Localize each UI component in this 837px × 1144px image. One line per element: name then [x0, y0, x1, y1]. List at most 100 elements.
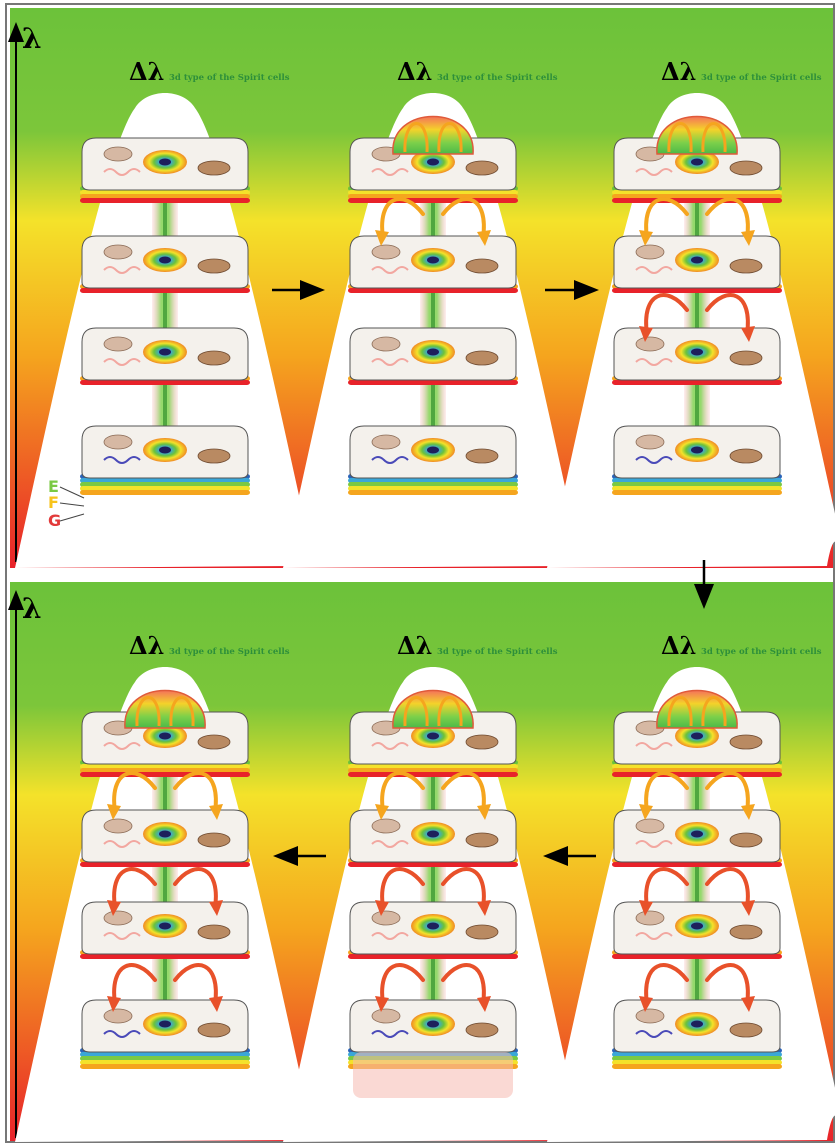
mitochondrion-icon [371, 818, 401, 834]
reticulum-icon [371, 168, 409, 176]
cell-plate [612, 809, 782, 867]
nucleolus-icon [691, 922, 703, 930]
nucleolus-icon [427, 348, 439, 356]
delta-lambda-label: Δλ [661, 57, 696, 86]
nucleolus-icon [691, 446, 703, 454]
spirit-dome [656, 673, 738, 729]
flux-arrow-head [375, 996, 389, 1012]
flux-arrow-head [107, 996, 121, 1012]
flux-arrow [112, 867, 157, 910]
layer-label-F: F [48, 493, 59, 512]
reticulum-icon [635, 456, 673, 464]
reticulum-icon [371, 1030, 409, 1038]
flux-arrow [112, 963, 157, 1006]
mitochondrion-icon [729, 832, 763, 848]
flux-arrow [644, 963, 689, 1006]
plate-layer-stripe [80, 862, 250, 867]
plate-layer-stripe [80, 1060, 250, 1065]
mitochondrion-icon [465, 734, 499, 750]
flux-arrow-head [477, 900, 491, 916]
mitochondrion-icon [729, 350, 763, 366]
reticulum-icon [371, 456, 409, 464]
flux-arrow [644, 771, 689, 814]
reticulum-icon [103, 456, 141, 464]
mitochondrion-icon [465, 160, 499, 176]
plate-layer-stripe [80, 768, 250, 773]
energy-beam-core [163, 164, 167, 260]
energy-beam-core [695, 354, 699, 450]
plate-layer-stripe [612, 1052, 782, 1057]
plate-layer-stripe [348, 288, 518, 293]
panel-caption: 3d type of the Spirit cells [169, 73, 290, 83]
flux-arrow [644, 197, 689, 240]
plate-layer-stripe [612, 490, 782, 495]
nucleolus-icon [427, 922, 439, 930]
layer-label-E: E [48, 477, 59, 496]
mitochondrion-icon [197, 448, 231, 464]
mitochondrion-icon [635, 1008, 665, 1024]
delta-lambda-label: Δλ [129, 631, 164, 660]
flux-arrows [375, 771, 491, 820]
reticulum-icon [371, 358, 409, 366]
dome-cap [685, 673, 709, 687]
plate-layer-stripe [612, 1060, 782, 1065]
nucleolus-icon [427, 830, 439, 838]
flux-arrow [705, 867, 750, 910]
flux-arrow-head [209, 804, 223, 820]
plate-layer-stripe [80, 486, 250, 491]
flux-arrow [705, 963, 750, 1006]
reticulum-icon [635, 1030, 673, 1038]
plate-layer-stripe [348, 194, 518, 199]
mitochondrion-icon [103, 146, 133, 162]
frame [5, 3, 835, 1143]
layer-labels: E F G [48, 477, 85, 530]
plate-layer-stripe [80, 764, 250, 769]
mitochondrion-icon [729, 258, 763, 274]
mitochondrion-icon [197, 924, 231, 940]
energy-beam-core [431, 164, 435, 260]
plate-layer-stripe [612, 380, 782, 385]
flux-arrow [441, 771, 486, 814]
flux-arrow [380, 771, 425, 814]
mitochondrion-icon [197, 734, 231, 750]
reticulum-icon [635, 932, 673, 940]
dome-petal [667, 696, 693, 727]
mitochondrion-icon [465, 1022, 499, 1038]
mitochondrion-icon [729, 448, 763, 464]
reticulum-icon [635, 358, 673, 366]
nucleolus-icon [427, 1020, 439, 1028]
flux-arrow [441, 963, 486, 1006]
plate-layer-stripe [80, 482, 250, 487]
plate-layer-stripe [348, 198, 518, 203]
panel-caption: 3d type of the Spirit cells [701, 73, 822, 83]
plate-layer-stripe [612, 486, 782, 491]
plate-layer-stripe [80, 490, 250, 495]
flux-arrow-head [477, 804, 491, 820]
spirit-dome [392, 99, 474, 155]
reticulum-icon [371, 742, 409, 750]
mitochondrion-icon [635, 434, 665, 450]
cell-plate [348, 327, 518, 385]
dome-petal [701, 122, 727, 153]
energy-beam-core [163, 928, 167, 1024]
plate-layer-stripe [612, 190, 782, 195]
cell-plate [612, 235, 782, 293]
flux-arrow-head [375, 804, 389, 820]
cell-plate [348, 901, 518, 959]
dissolving-plate-overlay [353, 1052, 513, 1098]
flux-arrow [173, 867, 218, 910]
nucleolus-icon [159, 732, 171, 740]
mitochondrion-icon [371, 1008, 401, 1024]
energy-beam-core [163, 262, 167, 352]
mitochondrion-icon [465, 350, 499, 366]
nucleolus-icon [691, 256, 703, 264]
mitochondrion-icon [103, 336, 133, 352]
panel-6: Δλ 3d type of the Spirit cells [547, 631, 837, 1142]
lambda-axis-label-bottom: λ [22, 592, 42, 625]
cell-plate [348, 235, 518, 293]
mitochondrion-icon [197, 832, 231, 848]
energy-beam-core [695, 928, 699, 1024]
energy-beam-core [163, 738, 167, 834]
nucleolus-icon [691, 732, 703, 740]
